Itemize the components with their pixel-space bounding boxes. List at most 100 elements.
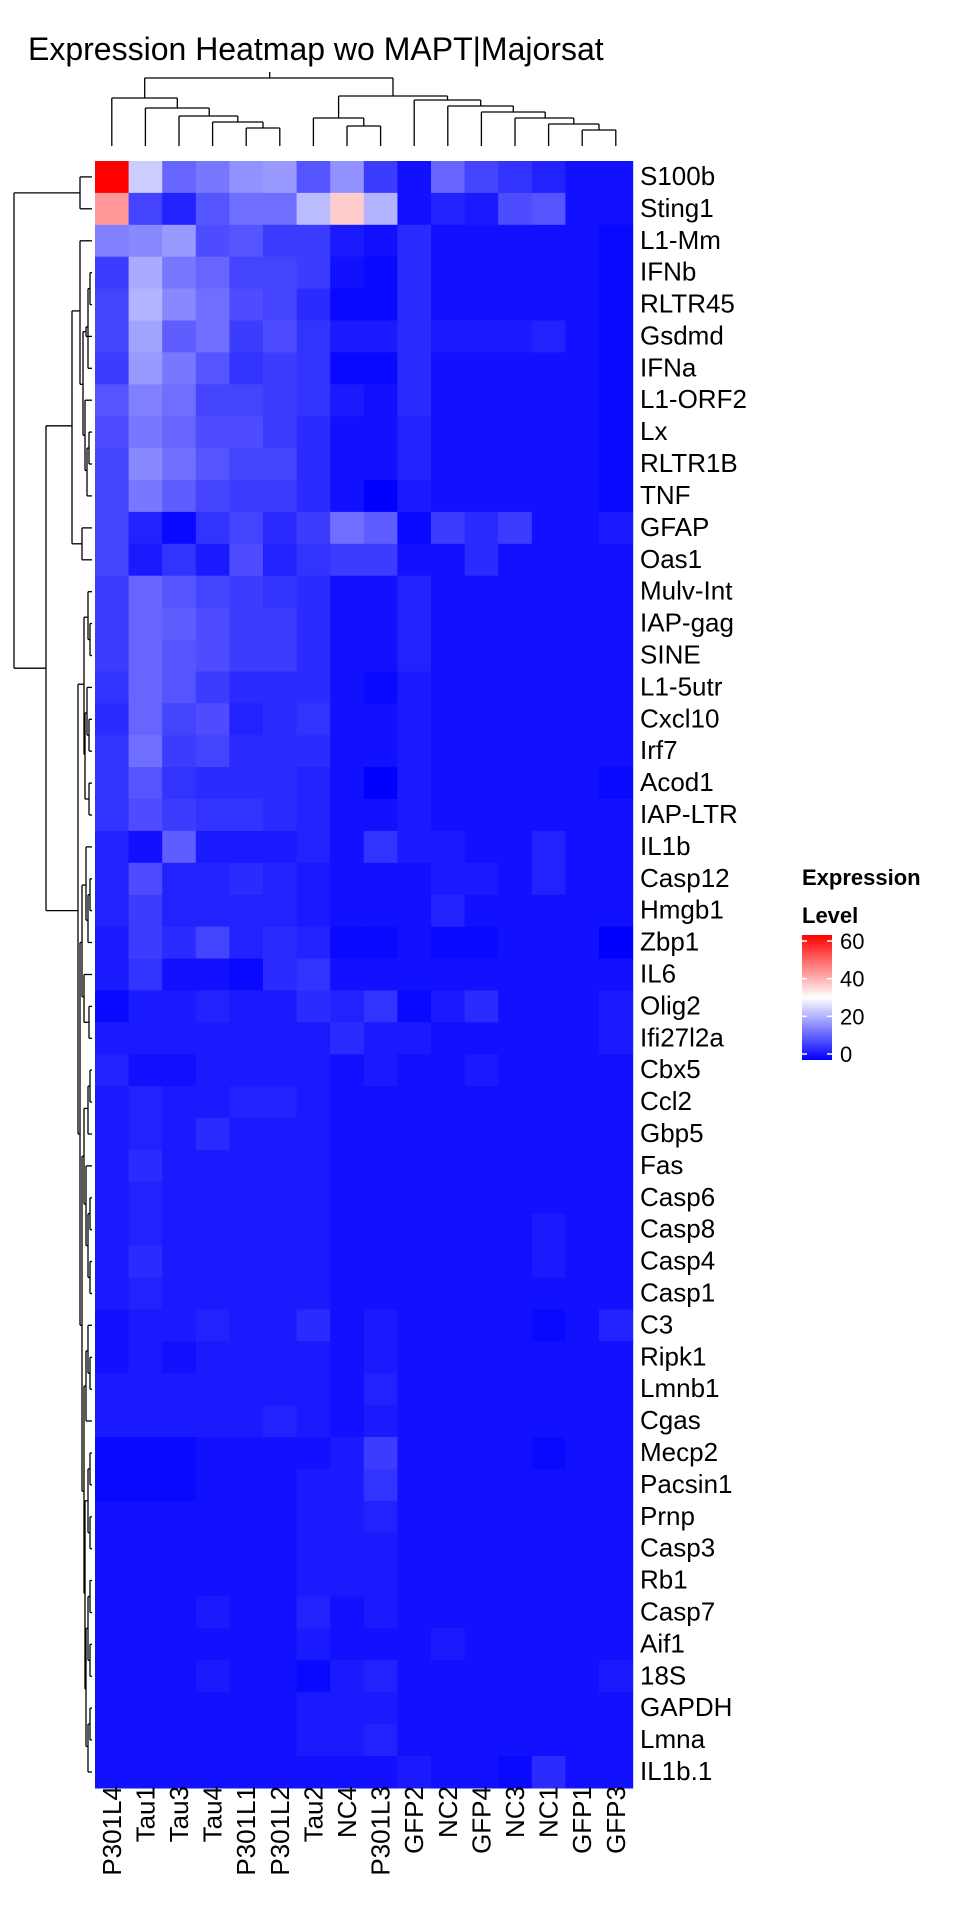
heatmap-cell xyxy=(599,639,634,672)
heatmap-cell xyxy=(162,543,197,577)
heatmap-cell xyxy=(162,926,197,960)
heatmap-cell xyxy=(128,256,163,290)
heatmap-cell xyxy=(296,224,331,258)
heatmap-cell xyxy=(599,288,634,322)
heatmap-cell xyxy=(363,1309,398,1342)
column-label: GFP1 xyxy=(567,1786,597,1854)
heatmap-cell xyxy=(464,1437,499,1470)
heatmap-cell xyxy=(296,799,331,832)
heatmap-cell xyxy=(263,511,298,545)
heatmap-cell xyxy=(464,1756,499,1789)
row-label: Rb1 xyxy=(640,1565,688,1595)
heatmap-cell xyxy=(95,1437,130,1470)
heatmap-cell xyxy=(263,1692,298,1725)
heatmap-cell xyxy=(531,1724,566,1757)
heatmap-cell xyxy=(565,384,600,417)
heatmap-cell xyxy=(95,1054,130,1087)
row-label: Casp6 xyxy=(640,1182,715,1212)
heatmap-cell xyxy=(296,1628,331,1661)
heatmap-cell xyxy=(229,799,264,832)
heatmap-cell xyxy=(531,926,566,960)
heatmap-cell xyxy=(128,1532,163,1566)
heatmap-cell xyxy=(296,1245,331,1279)
heatmap-cell xyxy=(599,192,634,226)
heatmap-cell xyxy=(128,1309,163,1342)
heatmap-cell xyxy=(195,480,230,513)
heatmap-cell xyxy=(330,1660,365,1693)
heatmap-cell xyxy=(330,256,365,290)
heatmap-cell xyxy=(431,990,466,1023)
heatmap-cell xyxy=(95,1756,130,1789)
heatmap-cell xyxy=(599,1692,634,1725)
heatmap-cell xyxy=(95,224,130,258)
heatmap-cell xyxy=(599,926,634,960)
heatmap-cell xyxy=(263,1277,298,1310)
heatmap-cell xyxy=(229,1692,264,1725)
heatmap-cell xyxy=(431,1373,466,1406)
heatmap-cell xyxy=(263,1086,298,1119)
heatmap-cell xyxy=(195,1341,230,1374)
heatmap-cell xyxy=(195,1692,230,1725)
heatmap-cell xyxy=(531,1309,566,1342)
heatmap-cell xyxy=(229,703,264,736)
heatmap-cell xyxy=(531,1692,566,1725)
heatmap-cell xyxy=(162,1086,197,1119)
row-label: Fas xyxy=(640,1150,683,1180)
heatmap-cell xyxy=(431,607,466,641)
row-label: L1-Mm xyxy=(640,225,721,255)
heatmap-cell xyxy=(363,320,398,353)
heatmap-cell xyxy=(229,448,264,481)
heatmap-cell xyxy=(128,1213,163,1247)
row-label: Olig2 xyxy=(640,990,701,1020)
row-label: IFNa xyxy=(640,352,697,382)
heatmap-cell xyxy=(296,1500,331,1534)
heatmap-cell xyxy=(498,448,533,481)
heatmap-cell xyxy=(162,1532,197,1566)
heatmap-cell xyxy=(599,1596,634,1629)
heatmap-cell xyxy=(95,862,130,896)
heatmap-cell xyxy=(296,990,331,1023)
heatmap-cell xyxy=(397,958,432,991)
heatmap-cell xyxy=(195,1468,230,1502)
heatmap-cell xyxy=(531,894,566,928)
heatmap-cell xyxy=(330,1596,365,1629)
heatmap-cell xyxy=(599,256,634,290)
heatmap-cell xyxy=(128,1181,163,1215)
heatmap-cell xyxy=(531,1660,566,1693)
heatmap-cell xyxy=(531,480,566,513)
heatmap-cell xyxy=(296,1756,331,1789)
heatmap-cell xyxy=(599,511,634,545)
heatmap-cell xyxy=(531,384,566,417)
heatmap-cell xyxy=(128,671,163,704)
heatmap-cell xyxy=(599,767,634,800)
heatmap-cell xyxy=(397,1118,432,1151)
heatmap-cell xyxy=(363,1213,398,1247)
heatmap-cell xyxy=(330,1756,365,1789)
heatmap-cell xyxy=(498,1213,533,1247)
heatmap-cell xyxy=(565,416,600,449)
heatmap-cell xyxy=(128,1405,163,1438)
row-label: Hmgb1 xyxy=(640,895,724,925)
row-label: Casp3 xyxy=(640,1533,715,1563)
heatmap-cell xyxy=(330,1181,365,1215)
heatmap-cell xyxy=(195,1181,230,1215)
heatmap-cell xyxy=(498,1532,533,1566)
heatmap-cell xyxy=(330,958,365,991)
heatmap-cell xyxy=(128,1724,163,1757)
heatmap-cell xyxy=(464,1692,499,1725)
heatmap-cell xyxy=(397,1341,432,1374)
row-label: Mecp2 xyxy=(640,1437,718,1467)
heatmap-cell xyxy=(531,639,566,672)
heatmap-cell xyxy=(531,1277,566,1310)
heatmap-cell xyxy=(431,1149,466,1183)
heatmap-cell xyxy=(531,1564,566,1598)
heatmap-cell xyxy=(599,416,634,449)
heatmap-cell xyxy=(229,735,264,768)
heatmap-cell xyxy=(464,480,499,513)
heatmap-cell xyxy=(95,1309,130,1342)
heatmap-cell xyxy=(296,1596,331,1629)
heatmap-cell xyxy=(599,161,634,194)
column-label: P301L2 xyxy=(265,1786,295,1876)
heatmap-cell xyxy=(498,1022,533,1055)
heatmap-cell xyxy=(397,288,432,322)
